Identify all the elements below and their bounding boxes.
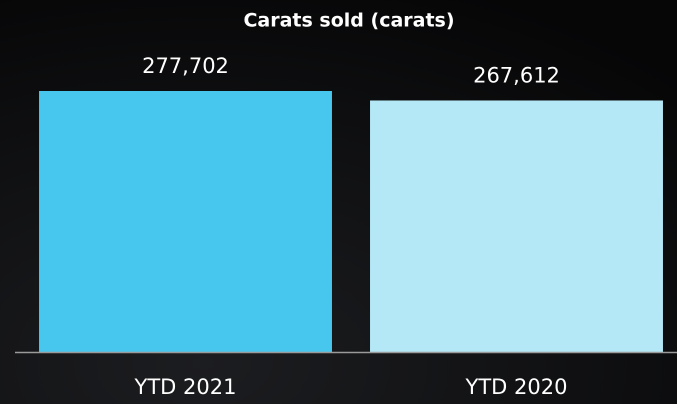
x-tick-label: YTD 2021: [134, 375, 237, 399]
bar: [370, 100, 663, 352]
value-label: 267,612: [473, 63, 560, 87]
chart-title: Carats sold (carats): [243, 10, 454, 32]
x-tick-label: YTD 2020: [465, 375, 568, 399]
bar: [39, 91, 332, 352]
value-label: 277,702: [142, 54, 229, 78]
